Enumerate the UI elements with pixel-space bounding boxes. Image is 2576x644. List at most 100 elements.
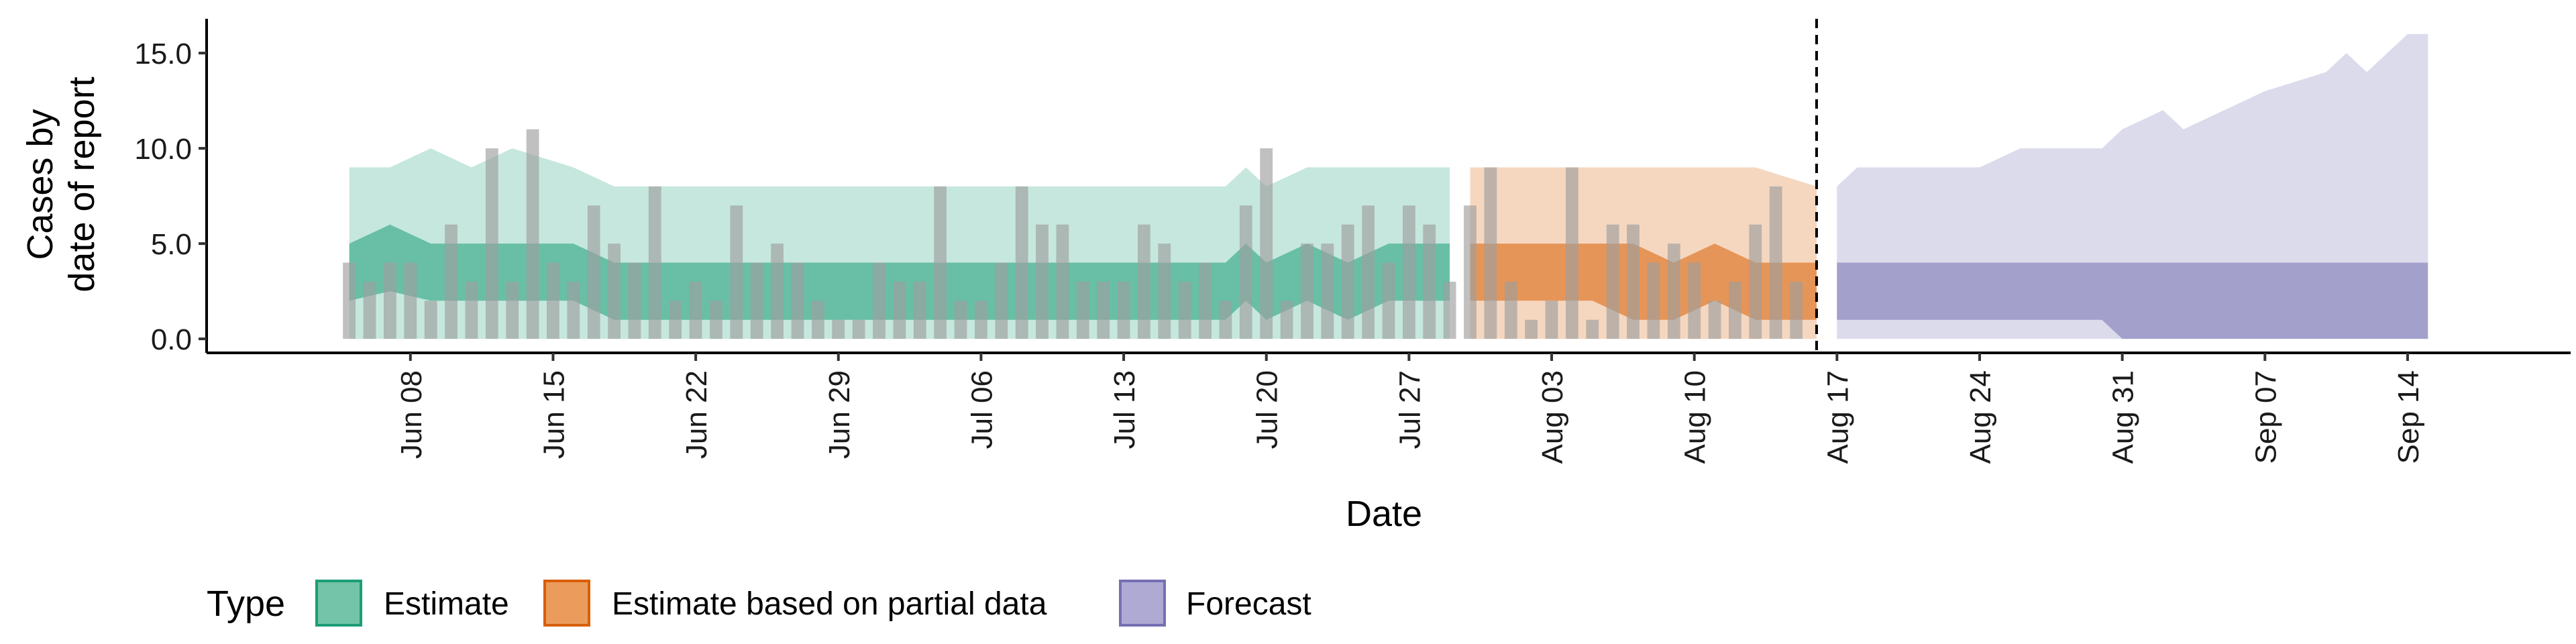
case-bar-2 — [384, 262, 396, 339]
x-axis-title: Date — [1346, 494, 1422, 534]
case-bar-69 — [1749, 224, 1762, 339]
case-bar-24 — [832, 319, 845, 339]
case-bar-35 — [1056, 224, 1069, 339]
case-bar-39 — [1138, 224, 1150, 339]
plot-area — [343, 19, 2428, 352]
case-bar-52 — [1403, 205, 1415, 339]
case-bar-3 — [404, 262, 417, 339]
case-bar-68 — [1729, 281, 1741, 339]
case-bar-33 — [1015, 186, 1028, 339]
band-inner-0 — [349, 224, 1450, 320]
x-tick-label: Jul 13 — [1108, 370, 1141, 449]
x-tick-label: Jul 20 — [1251, 370, 1284, 449]
case-bar-44 — [1239, 205, 1252, 339]
case-bar-46 — [1280, 301, 1293, 339]
case-bar-66 — [1688, 262, 1701, 339]
case-bar-65 — [1667, 244, 1680, 339]
case-bar-41 — [1178, 281, 1191, 339]
case-bar-36 — [1076, 281, 1089, 339]
legend-key-estimate — [315, 580, 362, 627]
case-bar-12 — [587, 205, 600, 339]
case-bar-23 — [812, 301, 824, 339]
case-bar-59 — [1545, 301, 1558, 339]
x-tick-label: Sep 07 — [2249, 370, 2282, 464]
case-bar-26 — [873, 262, 885, 339]
case-bar-57 — [1504, 281, 1517, 339]
axes: 0.0 5.0 10.0 15.0 Jun 08 Jun 15 Jun 22 Jun 29 Ju… — [134, 19, 2571, 464]
case-bar-25 — [852, 319, 865, 339]
case-bar-61 — [1586, 319, 1599, 339]
case-bar-70 — [1769, 186, 1782, 339]
case-bar-40 — [1158, 244, 1171, 339]
x-tick-label: Aug 03 — [1536, 370, 1569, 464]
case-bar-20 — [750, 262, 763, 339]
case-bar-9 — [526, 129, 539, 339]
case-bar-43 — [1219, 301, 1232, 339]
case-bar-62 — [1606, 224, 1619, 339]
case-bar-34 — [1036, 224, 1049, 339]
legend-key-partial — [543, 580, 590, 627]
case-bar-8 — [506, 281, 519, 339]
x-tick-label: Sep 14 — [2392, 370, 2425, 464]
y-tick-label: 0.0 — [151, 323, 192, 356]
x-tick-label: Jun 15 — [537, 370, 570, 459]
case-bar-29 — [934, 186, 947, 339]
legend-label-estimate: Estimate — [384, 586, 509, 622]
case-bar-10 — [547, 262, 559, 339]
x-tick-label: Jun 29 — [823, 370, 856, 459]
case-bar-16 — [669, 301, 682, 339]
x-tick-label: Aug 17 — [1821, 370, 1854, 464]
case-bar-18 — [710, 301, 722, 339]
case-bar-1 — [363, 281, 376, 339]
case-bar-31 — [975, 301, 987, 339]
legend: Type Estimate Estimate based on partial … — [207, 580, 1311, 627]
case-bar-19 — [730, 205, 743, 339]
x-tick-label: Aug 10 — [1679, 370, 1712, 464]
x-tick-label: Jun 22 — [680, 370, 713, 459]
legend-label-partial: Estimate based on partial data — [612, 586, 1047, 622]
legend-title: Type — [207, 584, 285, 624]
case-bar-32 — [995, 262, 1008, 339]
case-bar-14 — [628, 262, 641, 339]
legend-key-forecast — [1119, 580, 1166, 627]
case-bar-27 — [893, 281, 906, 339]
band-inner-2 — [1837, 262, 2428, 339]
case-bar-45 — [1260, 148, 1273, 339]
case-bar-67 — [1708, 301, 1721, 339]
y-tick-label: 5.0 — [151, 228, 192, 261]
case-bar-4 — [424, 301, 437, 339]
case-bar-55 — [1464, 205, 1477, 339]
x-tick-label: Jul 06 — [965, 370, 998, 449]
case-bar-53 — [1423, 224, 1436, 339]
case-bar-38 — [1117, 281, 1130, 339]
case-bar-13 — [608, 244, 621, 339]
case-bar-37 — [1097, 281, 1110, 339]
x-tick-label: Aug 24 — [1964, 370, 1997, 464]
y-tick-label: 15.0 — [134, 38, 192, 70]
case-bar-51 — [1382, 262, 1395, 339]
case-bar-58 — [1525, 319, 1538, 339]
case-bar-22 — [791, 262, 804, 339]
case-bar-15 — [648, 186, 661, 339]
case-bar-5 — [445, 224, 458, 339]
case-bar-54 — [1443, 281, 1456, 339]
case-bar-50 — [1362, 205, 1375, 339]
case-bar-60 — [1566, 167, 1578, 339]
y-axis-title-line-2: date of report — [62, 76, 102, 292]
case-bar-21 — [771, 244, 784, 339]
case-bar-42 — [1199, 262, 1212, 339]
legend-label-forecast: Forecast — [1186, 586, 1311, 622]
case-bar-7 — [485, 148, 498, 339]
case-bar-6 — [465, 281, 478, 339]
case-bar-0 — [343, 262, 356, 339]
case-bar-47 — [1301, 244, 1313, 339]
x-tick-label: Aug 31 — [2107, 370, 2140, 464]
case-bar-30 — [954, 301, 967, 339]
case-bar-71 — [1790, 281, 1803, 339]
x-tick-label: Jul 27 — [1393, 370, 1426, 449]
case-bar-11 — [567, 281, 580, 339]
case-bar-28 — [913, 281, 926, 339]
case-bar-64 — [1647, 262, 1660, 339]
y-tick-label: 10.0 — [134, 133, 192, 166]
